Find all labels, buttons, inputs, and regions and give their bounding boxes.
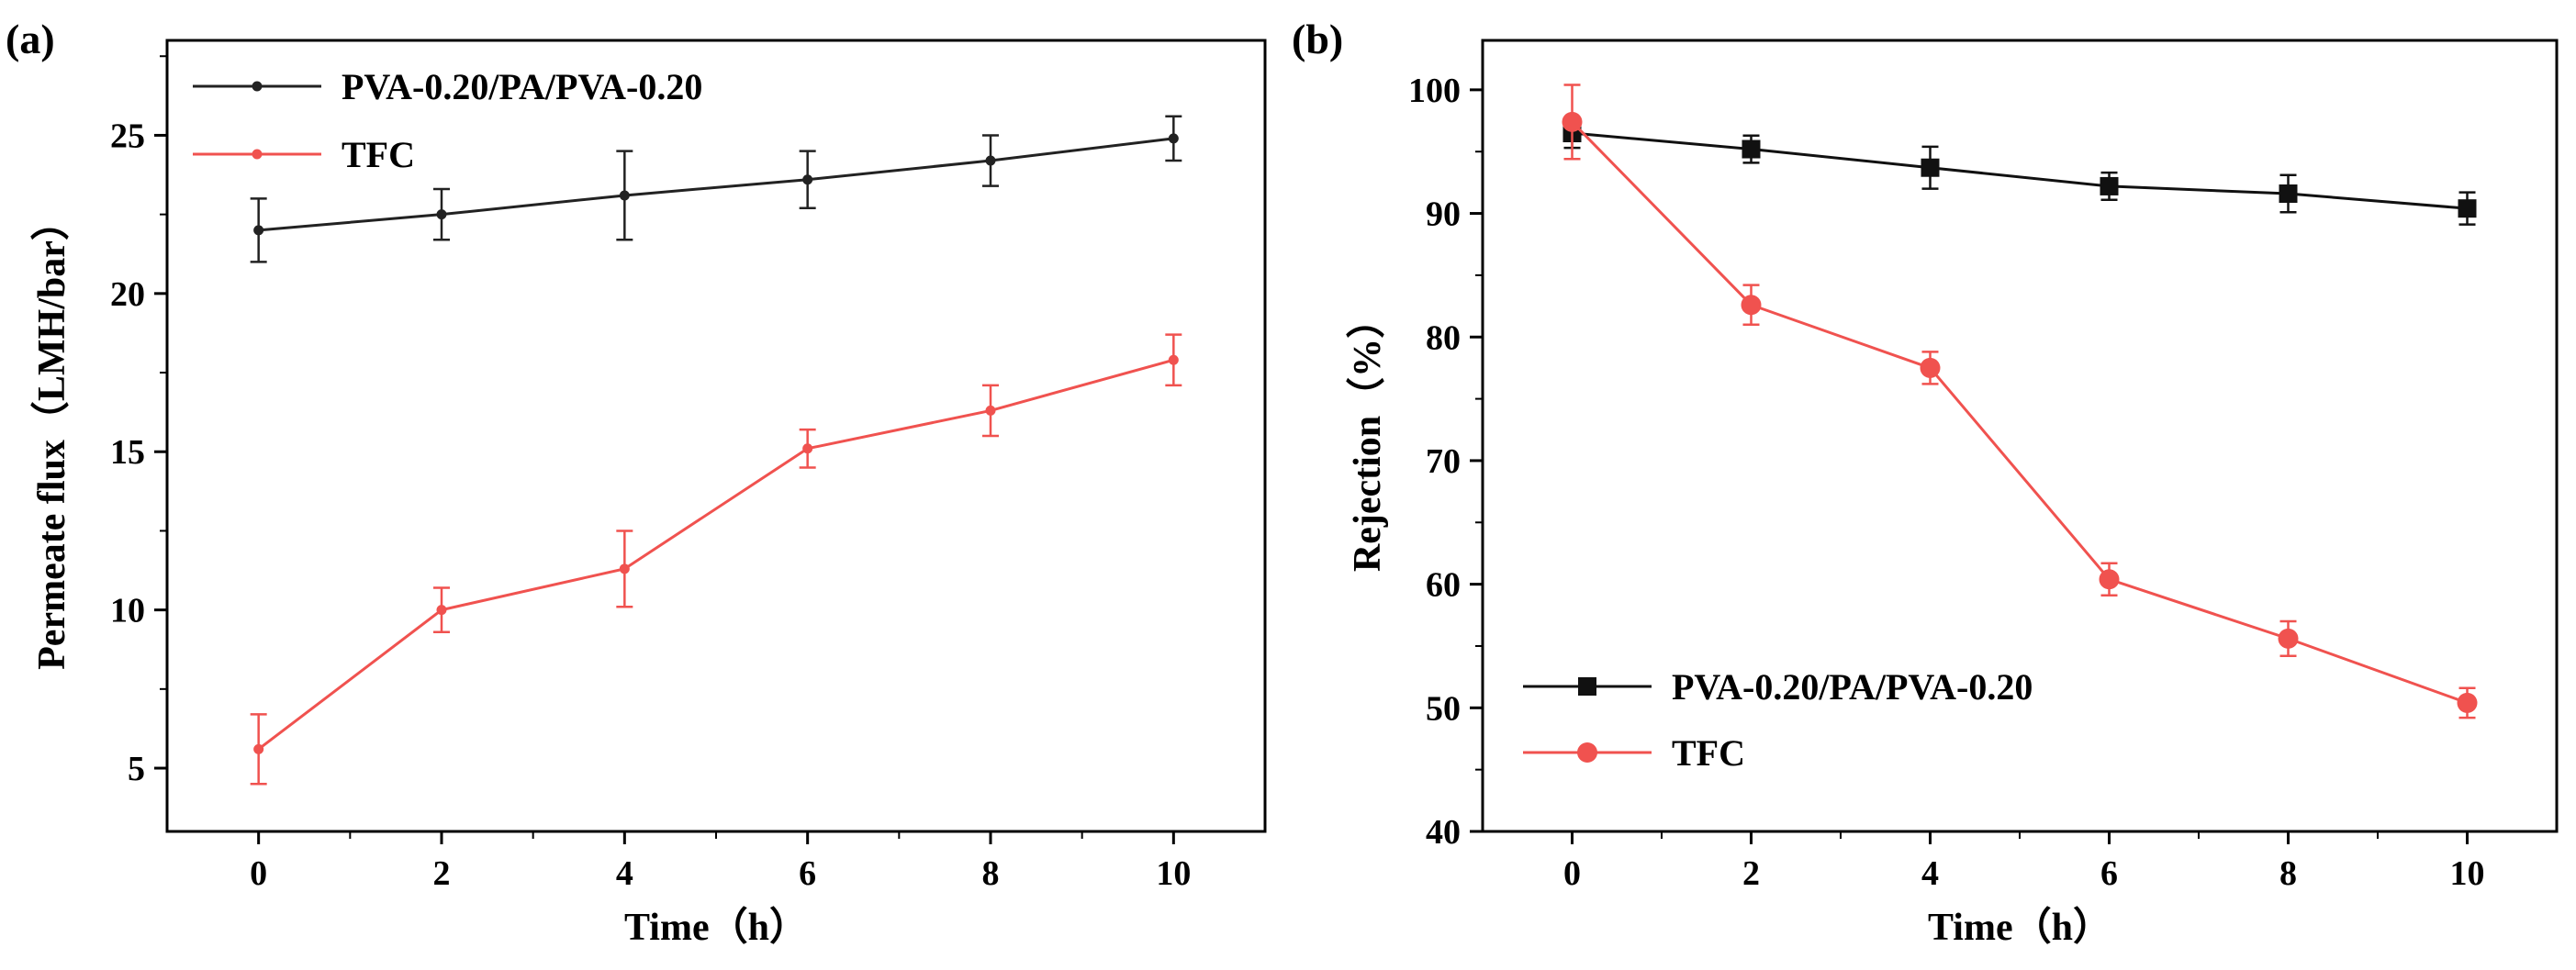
data-point: [436, 209, 447, 220]
legend-entry: PVA-0.20/PA/PVA-0.20: [193, 66, 702, 107]
series-pva-0-20-pa-pva-0-20: [250, 115, 1182, 263]
x-tick-label: 8: [982, 854, 1000, 893]
series-line: [1571, 120, 2469, 705]
data-point: [2458, 199, 2477, 218]
data-point: [436, 605, 447, 616]
y-tick-label: 15: [110, 433, 145, 472]
data-point: [1742, 139, 1761, 159]
x-axis-title: Time（h）: [1928, 906, 2111, 949]
y-tick-label: 20: [110, 275, 145, 314]
data-point: [2099, 569, 2120, 590]
y-tick-label: 80: [1426, 318, 1461, 357]
data-point: [2100, 176, 2119, 195]
data-point: [1562, 111, 1583, 132]
y-tick-label: 90: [1426, 195, 1461, 234]
x-tick-label: 10: [2450, 854, 2485, 893]
series-line: [258, 137, 1174, 232]
x-tick-label: 0: [250, 854, 267, 893]
legend-label: TFC: [1672, 732, 1745, 774]
legend-label: TFC: [342, 134, 415, 175]
series-line: [257, 358, 1174, 751]
panel-b: (b) 0 2 4 6 8 10 40 50 60 70 80 90 100 Time（h） Rejectio…: [1288, 0, 2576, 970]
data-point: [985, 155, 996, 166]
legend-marker: [1577, 742, 1597, 763]
plot-frame: [165, 39, 1267, 833]
chart-a-svg: (a) 0 2 4 6 8 10 5 10 15 20 25 Time（h） Permeate flux（…: [6, 16, 1267, 949]
data-point: [1921, 158, 1940, 177]
x-tick-label: 0: [1563, 854, 1581, 893]
y-tick-label: 25: [110, 117, 145, 155]
data-point: [985, 405, 996, 416]
legend-entry: PVA-0.20/PA/PVA-0.20: [1523, 666, 2033, 708]
y-tick-label: 70: [1426, 442, 1461, 481]
y-axis-title: Rejection（%）: [1346, 300, 1389, 572]
y-tick-label: 60: [1426, 566, 1461, 605]
x-tick-label: 10: [1156, 854, 1191, 893]
data-point: [802, 443, 813, 454]
x-tick-label: 4: [1921, 854, 1939, 893]
data-point: [2457, 692, 2478, 713]
plot-frame: [1481, 39, 2559, 833]
data-point: [802, 174, 813, 185]
y-tick-label: 5: [128, 750, 145, 788]
chart-b-svg: (b) 0 2 4 6 8 10 40 50 60 70 80 90 100 Time（h） Rejectio…: [1292, 16, 2559, 949]
data-point: [2279, 184, 2298, 204]
data-point: [1168, 354, 1179, 365]
data-point: [253, 743, 264, 754]
series-line: [1572, 131, 2468, 210]
x-tick-label: 6: [2100, 854, 2118, 893]
series-pva-0-20-pa-pva-0-20: [1562, 117, 2477, 226]
legend-entry: TFC: [1523, 732, 1745, 774]
panel-a: (a) 0 2 4 6 8 10 5 10 15 20 25 Time（h） Permeate flux（…: [6, 16, 1267, 949]
series-tfc: [1562, 84, 2478, 719]
legend-label: PVA-0.20/PA/PVA-0.20: [1672, 666, 2033, 708]
x-tick-label: 2: [1742, 854, 1760, 893]
y-tick-label: 100: [1408, 72, 1461, 110]
legend-entry: TFC: [193, 134, 415, 175]
y-tick-label: 10: [110, 592, 145, 630]
legend-marker: [252, 81, 263, 92]
data-point: [1920, 357, 1941, 378]
y-tick-label: 50: [1426, 689, 1461, 728]
data-point: [1741, 295, 1762, 316]
panel-label: (b): [1292, 16, 1343, 62]
x-tick-label: 8: [2279, 854, 2297, 893]
legend-label: PVA-0.20/PA/PVA-0.20: [342, 66, 702, 107]
legend-marker: [252, 149, 263, 160]
x-tick-label: 2: [433, 854, 451, 893]
x-axis-title: Time（h）: [624, 906, 808, 949]
y-axis-title: Permeate flux（LMH/bar）: [30, 202, 73, 670]
data-point: [253, 225, 264, 236]
x-tick-label: 4: [616, 854, 633, 893]
data-point: [1168, 133, 1179, 144]
data-point: [619, 563, 630, 574]
data-point: [619, 190, 630, 201]
data-point: [2278, 628, 2299, 649]
legend-marker: [1578, 677, 1596, 696]
series-tfc: [250, 333, 1182, 786]
panel-label: (a): [6, 16, 55, 62]
y-tick-label: 40: [1426, 813, 1461, 852]
x-tick-label: 6: [799, 854, 816, 893]
